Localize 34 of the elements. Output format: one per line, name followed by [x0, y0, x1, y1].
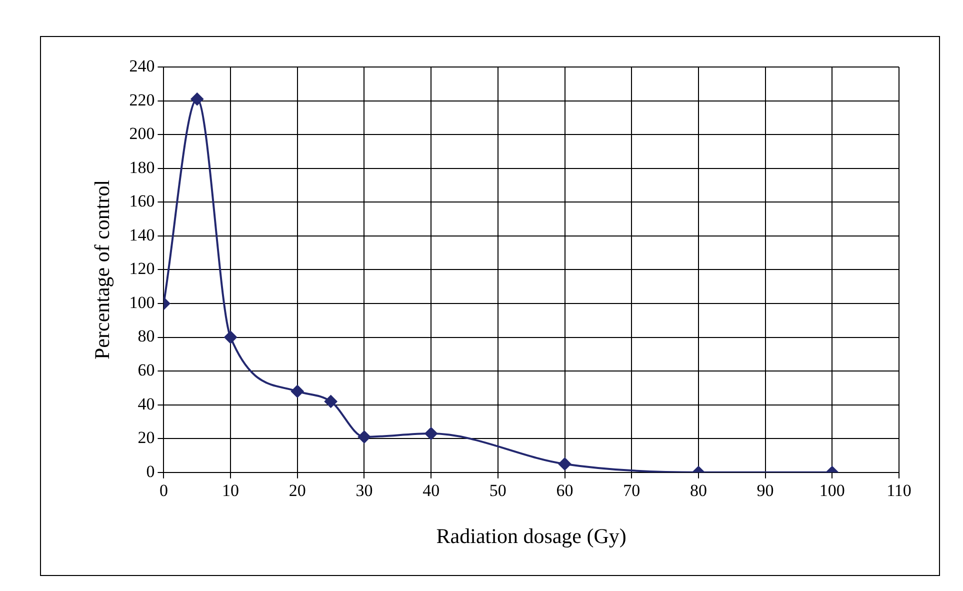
x-axis-title: Radiation dosage (Gy)	[436, 524, 626, 548]
point	[324, 394, 338, 408]
y-tick-label: 240	[129, 56, 155, 76]
point	[224, 330, 238, 344]
y-tick-label: 220	[129, 90, 155, 110]
point	[190, 92, 204, 106]
x-tick-label: 50	[489, 481, 506, 500]
y-tick-label: 180	[129, 158, 155, 177]
x-tick-label: 100	[819, 481, 845, 500]
point	[558, 457, 572, 470]
x-tick-label: 60	[556, 481, 574, 500]
y-tick-label: 160	[129, 192, 155, 211]
y-axis-title: Percentage of control	[90, 180, 114, 360]
x-tick-label: 20	[288, 481, 306, 500]
x-tick-label: 0	[159, 481, 168, 500]
y-tick-label: 40	[138, 394, 155, 414]
x-tick-label: 90	[756, 481, 774, 500]
x-tick-label: 40	[422, 481, 440, 500]
y-tick-label: 200	[129, 124, 155, 144]
x-tick-label: 30	[356, 481, 373, 500]
point	[424, 427, 438, 440]
y-tick-label: 100	[129, 292, 155, 312]
y-tick-label: 80	[138, 326, 155, 346]
x-tick-label: 10	[222, 481, 240, 500]
point	[290, 384, 304, 398]
y-tick-label: 120	[129, 259, 155, 278]
x-tick-label: 80	[690, 481, 707, 500]
y-tick-label: 60	[138, 360, 155, 380]
x-tick-label: 70	[623, 481, 640, 500]
y-tick-label: 140	[129, 225, 155, 244]
y-tick-label: 20	[138, 428, 155, 448]
y-tick-label: 0	[146, 462, 155, 481]
point	[358, 430, 371, 444]
x-tick-label: 110	[886, 481, 912, 500]
